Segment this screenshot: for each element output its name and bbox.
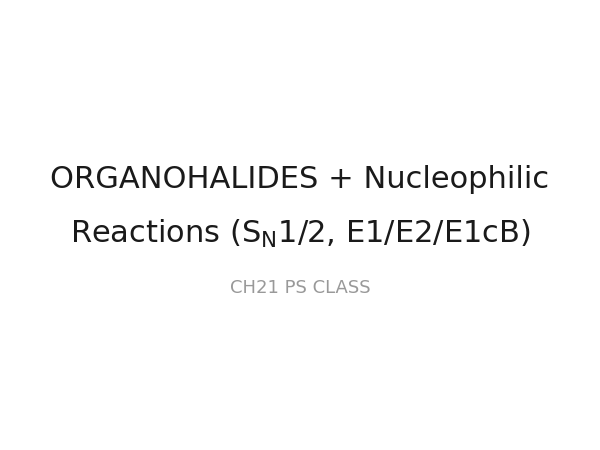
Text: Reactions ($\mathregular{S_{N}}$1/2, E1/E2/E1cB): Reactions ($\mathregular{S_{N}}$1/2, E1/…	[70, 218, 530, 250]
Text: CH21 PS CLASS: CH21 PS CLASS	[230, 279, 370, 297]
Text: ORGANOHALIDES + Nucleophilic: ORGANOHALIDES + Nucleophilic	[50, 166, 550, 194]
